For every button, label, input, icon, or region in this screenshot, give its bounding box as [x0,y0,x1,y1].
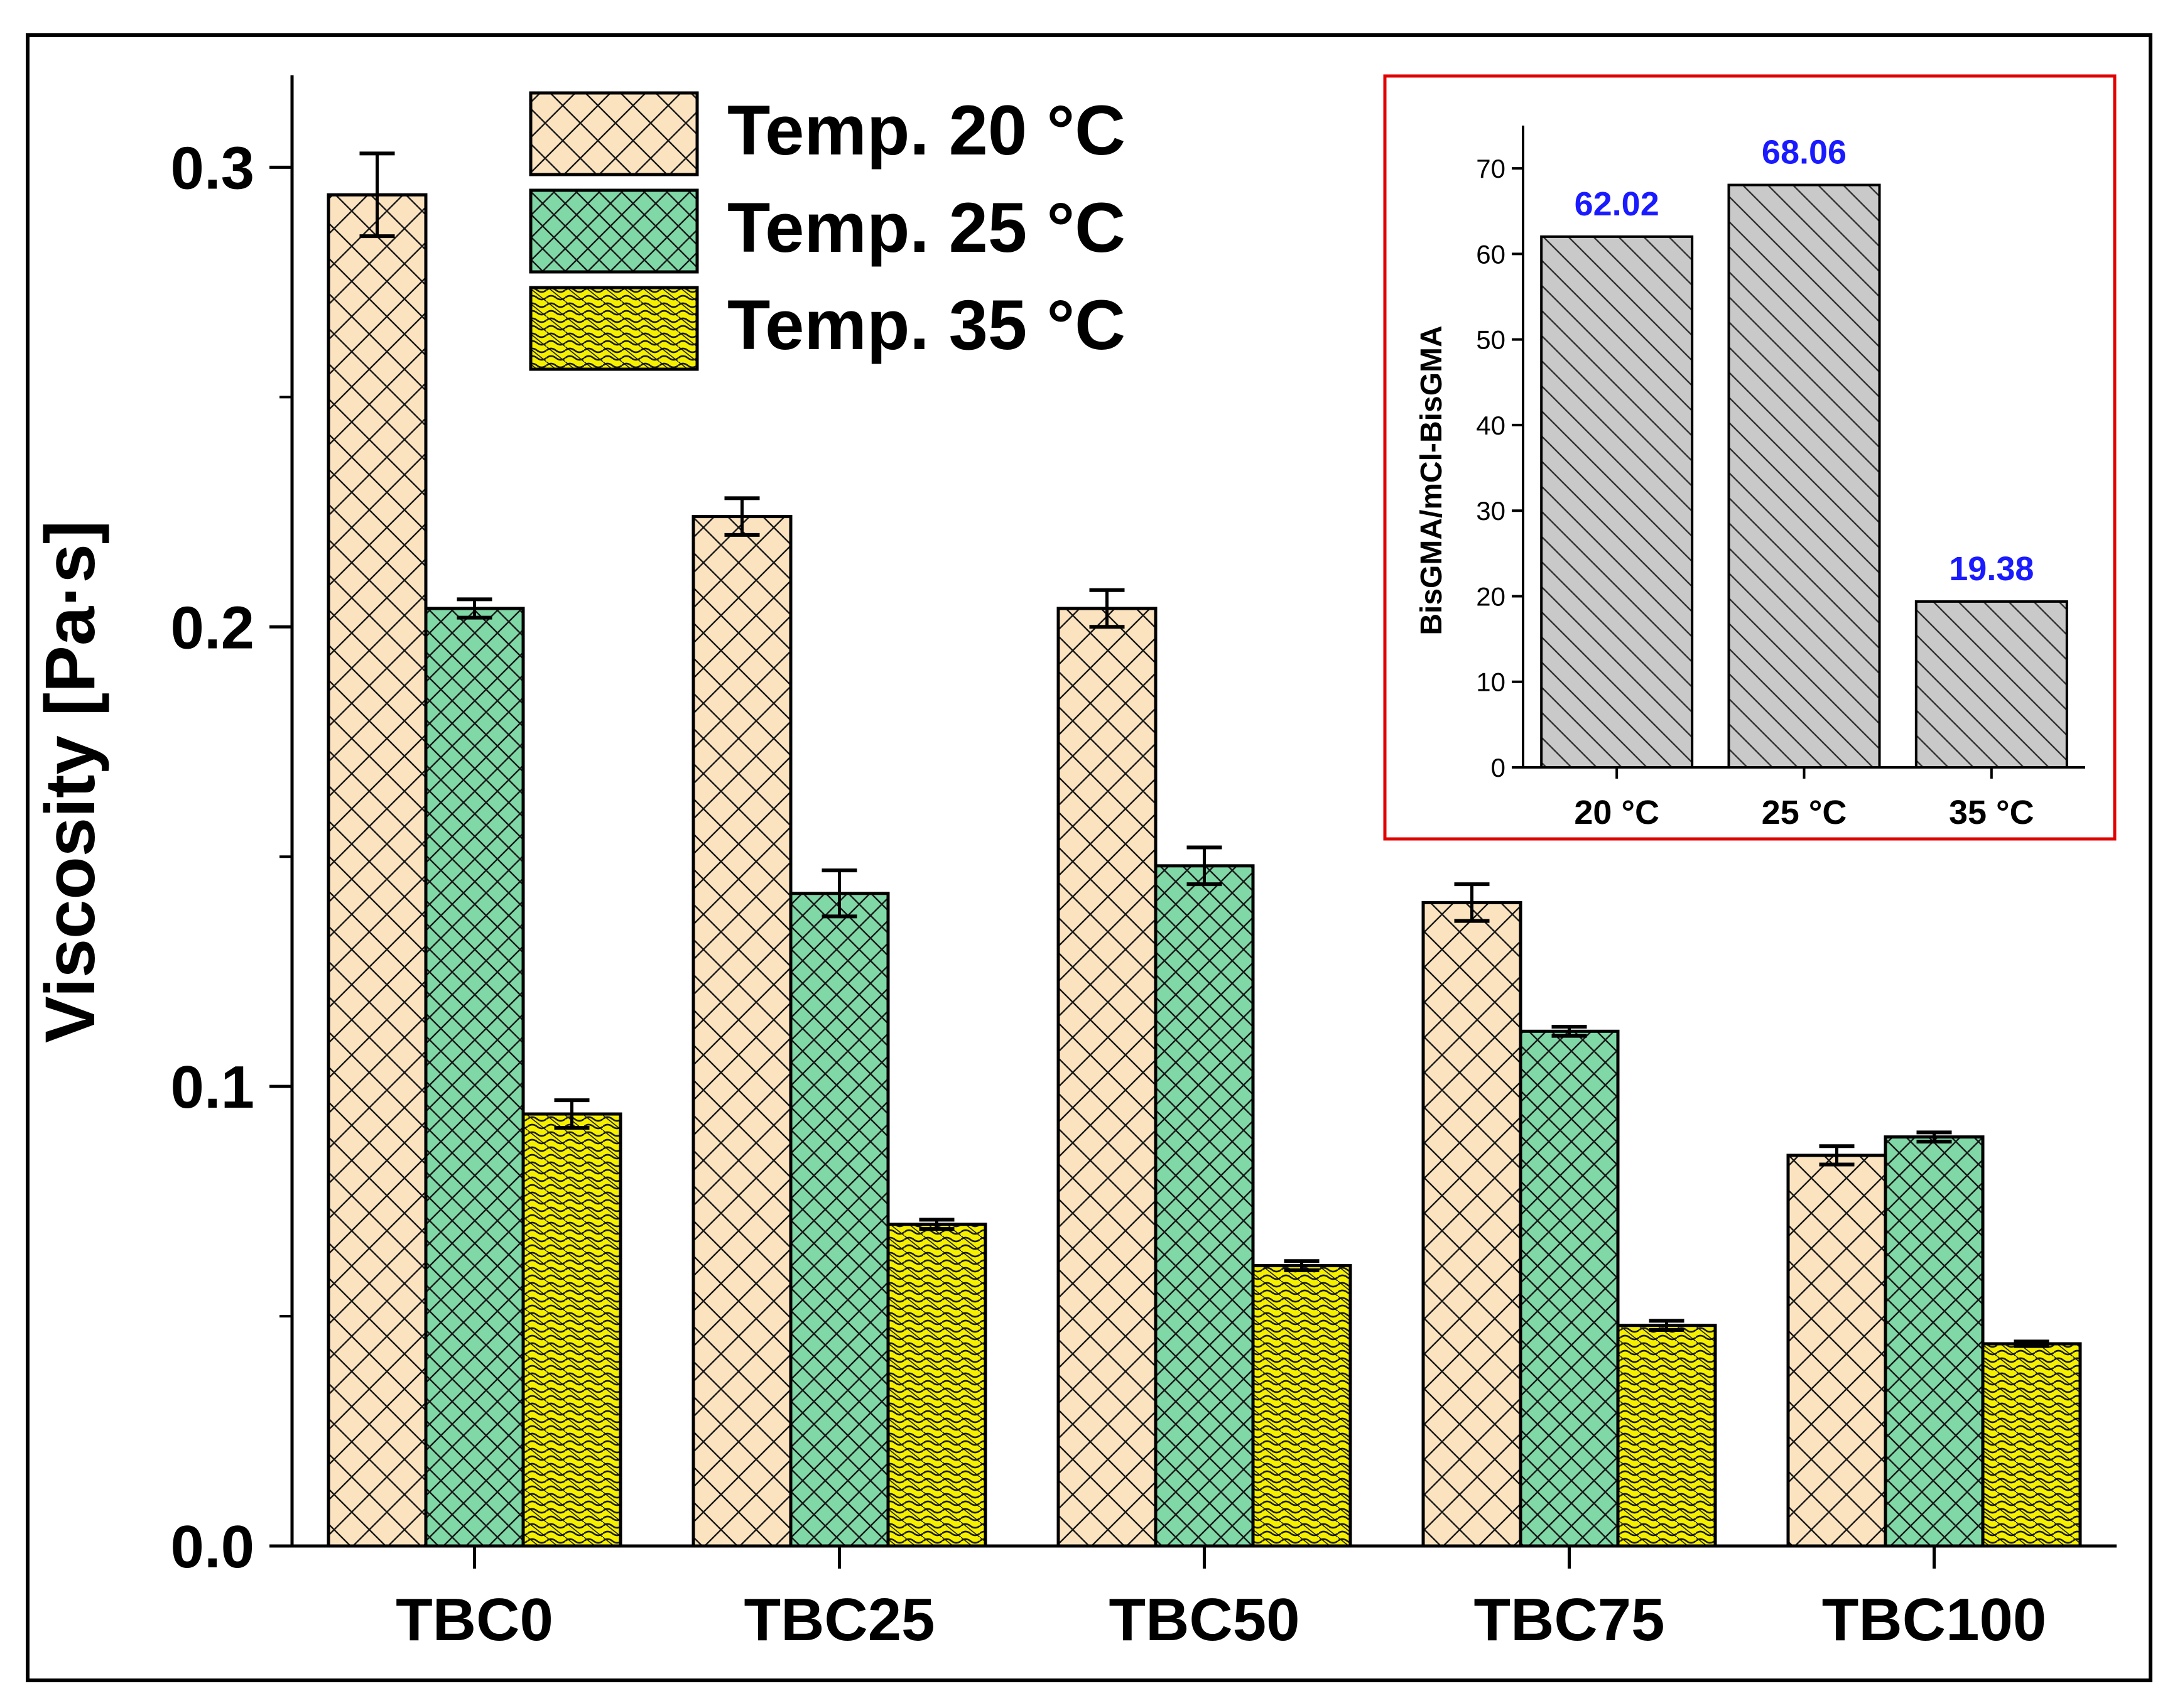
inset-axes: 20 °C 25 °C 35 °C 0 10 20 30 40 50 60 70 [1476,126,2085,831]
inset-value-label-25-c: 68.06 [1762,134,1847,171]
bar-tbc75-temp-25-c [1519,1029,1620,1548]
legend-swatch-temp-20-c [529,91,699,176]
inset-bars: 62.02 68.06 19.38 [1540,134,2068,769]
inset-y-tick-label: 40 [1476,411,1505,440]
inset-chart: 62.02 68.06 19.38 20 °C 25 °C 35 °C 0 10 20 30 40… [1383,74,2117,841]
error-bar-tbc0-temp-25-c [457,597,492,620]
x-tick-label-tbc75: TBC75 [1473,1586,1664,1653]
inset-y-tick-label: 10 [1476,668,1505,697]
error-bar-tbc75-temp-25-c [1551,1024,1587,1038]
x-tick-label-tbc100: TBC100 [1822,1586,2046,1653]
error-bar-tbc100-temp-35-c [2014,1339,2049,1348]
bar-tbc50-temp-25-c [1154,864,1255,1548]
inset-y-axis-title: BisGMA/mCl-BisGMA [1415,325,1448,635]
legend-label-temp-35-c: Temp. 35 °C [727,286,1125,364]
y-axis-title: Viscosity [Pa·s] [31,521,109,1043]
bar-tbc50-temp-20-c [1056,607,1158,1548]
bar-tbc25-temp-20-c [692,515,793,1548]
inset-bar-35-c [1914,600,2068,769]
bar-tbc100-temp-35-c [1981,1342,2082,1548]
error-bar-tbc25-temp-35-c [919,1218,955,1231]
bar-tbc50-temp-35-c [1251,1264,1352,1548]
inset-y-tick-label: 70 [1476,154,1505,183]
bar-tbc0-temp-25-c [424,607,525,1548]
error-bar-tbc25-temp-25-c [822,868,857,919]
error-bar-tbc100-temp-20-c [1819,1144,1855,1167]
x-tick-label-tbc25: TBC25 [744,1586,935,1653]
bar-tbc100-temp-25-c [1884,1135,1985,1548]
error-bar-tbc100-temp-25-c [1916,1130,1952,1143]
inset-x-tick-label-35-c: 35 °C [1949,794,2034,831]
inset-y-tick-label: 50 [1476,325,1505,355]
bar-tbc0-temp-35-c [521,1112,622,1548]
main-chart: TBC0 TBC25 TBC50 TBC75 TBC100 0.0 0.1 0.2 0.3 Vi… [31,75,2117,1653]
inset-bar-20-c [1540,235,1694,769]
inset-y-tick-label: 60 [1476,239,1505,269]
bar-tbc25-temp-35-c [886,1223,987,1548]
inset-bar-25-c [1727,183,1881,769]
inset-value-label-20-c: 62.02 [1575,185,1659,223]
error-bar-tbc75-temp-35-c [1649,1319,1684,1332]
error-bar-tbc75-temp-20-c [1454,882,1490,923]
bar-tbc25-temp-25-c [789,892,890,1548]
inset-x-tick-label-20-c: 20 °C [1574,794,1659,831]
legend-label-temp-20-c: Temp. 20 °C [727,91,1125,170]
y-tick-label: 0.3 [171,134,254,202]
bar-tbc100-temp-20-c [1786,1154,1887,1548]
y-tick-label: 0.1 [171,1054,254,1121]
inset-y-tick-label: 30 [1476,496,1505,526]
bar-tbc0-temp-20-c [327,193,428,1548]
bar-tbc75-temp-20-c [1421,900,1522,1548]
error-bar-tbc0-temp-20-c [359,151,395,239]
legend-swatch-temp-25-c [529,188,699,274]
bar-tbc75-temp-35-c [1616,1324,1717,1548]
error-bar-tbc50-temp-35-c [1284,1259,1320,1272]
error-bar-tbc0-temp-35-c [554,1098,590,1130]
inset-value-label-35-c: 19.38 [1949,550,2034,588]
inset-x-tick-label-25-c: 25 °C [1762,794,1847,831]
main-axes: TBC0 TBC25 TBC50 TBC75 TBC100 0.0 0.1 0.2 0.3 [171,75,2117,1653]
legend-swatch-temp-35-c [529,286,699,371]
error-bar-tbc50-temp-20-c [1089,588,1125,629]
x-tick-label-tbc50: TBC50 [1109,1586,1299,1653]
x-tick-label-tbc0: TBC0 [396,1586,553,1653]
legend-label-temp-25-c: Temp. 25 °C [727,188,1125,267]
error-bar-tbc50-temp-25-c [1186,845,1222,887]
legend: Temp. 20 °C Temp. 25 °C Temp. 35 °C [529,91,1125,371]
error-bar-tbc25-temp-20-c [724,496,760,537]
y-tick-label: 0.2 [171,594,254,661]
inset-y-tick-label: 0 [1491,753,1505,782]
inset-y-tick-label: 20 [1476,581,1505,611]
main-error-bars [359,151,2049,1348]
y-tick-label: 0.0 [171,1513,254,1581]
